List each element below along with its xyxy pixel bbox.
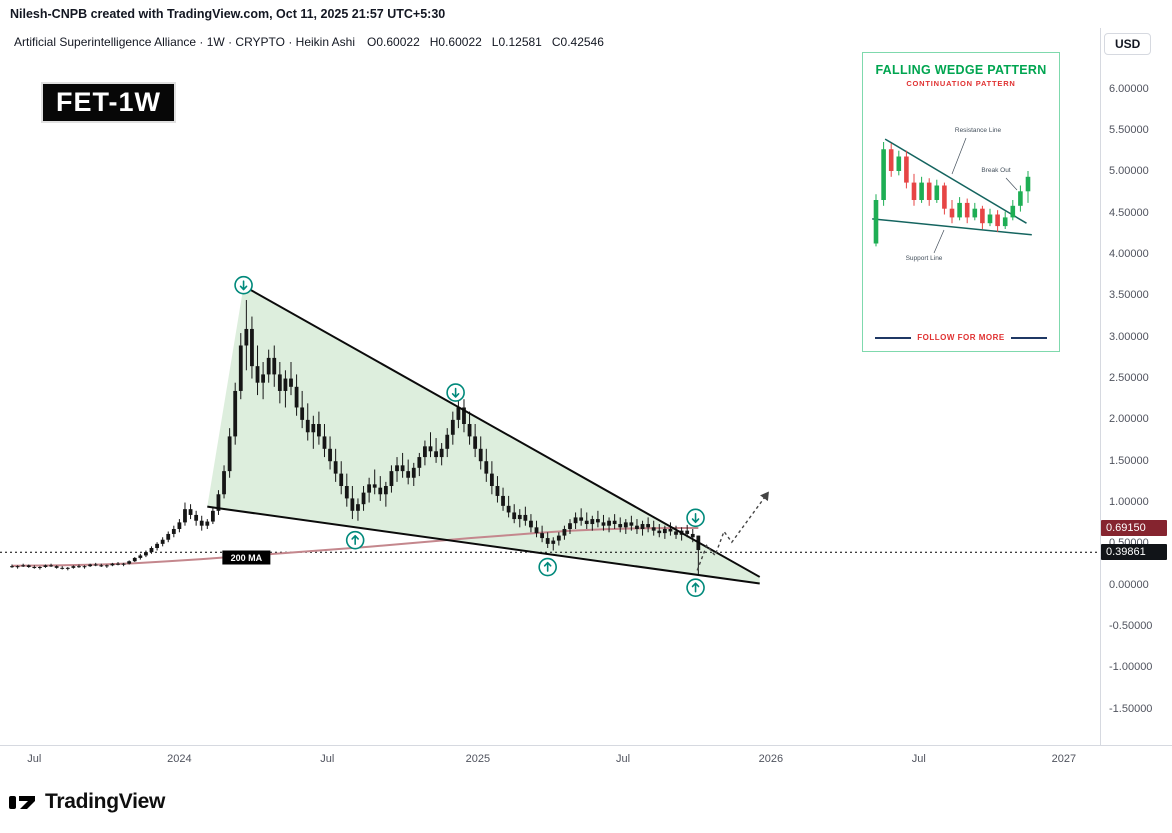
price-tick-label: 5.00000 bbox=[1109, 165, 1149, 178]
price-tick-label: 6.00000 bbox=[1109, 82, 1149, 95]
tradingview-logo-icon[interactable] bbox=[8, 787, 38, 817]
time-tick-label: 2027 bbox=[1051, 753, 1077, 765]
currency-label[interactable]: USD bbox=[1104, 33, 1152, 55]
wedge-fill bbox=[207, 285, 760, 584]
up-arrow-marker bbox=[345, 530, 365, 550]
ohlc-close: C0.42546 bbox=[551, 35, 604, 49]
symbol-info-bar: Artificial Superintelligence Alliance · … bbox=[14, 35, 604, 49]
price-tick-label: 5.50000 bbox=[1109, 124, 1149, 137]
ohlc-low: L0.12581 bbox=[491, 35, 542, 49]
tradingview-footer[interactable]: TradingView bbox=[8, 787, 165, 817]
price-axis[interactable]: 6.00000 5.50000 5.00000 4.50000 4.00000 3.500… bbox=[1100, 28, 1172, 745]
price-tick-label: 3.00000 bbox=[1109, 330, 1149, 343]
price-tick-label: 1.50000 bbox=[1109, 454, 1149, 467]
time-tick-label: Jul bbox=[320, 753, 335, 765]
inset-resistance-line bbox=[884, 138, 1027, 224]
tradingview-wordmark[interactable]: TradingView bbox=[45, 790, 166, 813]
attribution-text: Nilesh-CNPB created with TradingView.com… bbox=[10, 7, 446, 21]
price-tick-label: -1.00000 bbox=[1109, 661, 1153, 674]
inset-support-label: Support Line bbox=[906, 255, 943, 262]
inset-resistance-label: Resistance Line bbox=[955, 127, 1002, 134]
time-tick-label: 2026 bbox=[758, 753, 784, 765]
footer-divider-left bbox=[875, 336, 912, 339]
footer-text: FOLLOW FOR MORE bbox=[917, 333, 1005, 342]
plot-area bbox=[0, 285, 1100, 585]
price-tick-label: 4.50000 bbox=[1109, 206, 1149, 219]
ohlc-high: H0.60022 bbox=[429, 35, 482, 49]
price-tick-label: 0.00000 bbox=[1109, 578, 1149, 591]
wedge-resistance-line bbox=[243, 285, 761, 578]
price-tick-label: 3.50000 bbox=[1109, 289, 1149, 302]
down-arrow-marker bbox=[446, 383, 465, 402]
time-axis[interactable]: Jul 2024 Jul 2025 Jul 2026 Jul 2027 bbox=[0, 745, 1172, 775]
price-tick-label: 4.00000 bbox=[1109, 248, 1149, 261]
ma-value-badge: 0.69150 bbox=[1101, 520, 1167, 537]
price-tick-label: -1.50000 bbox=[1109, 702, 1153, 715]
up-arrow-marker bbox=[686, 578, 705, 597]
candles-layer bbox=[10, 300, 701, 575]
pattern-subtitle: CONTINUATION PATTERN bbox=[906, 79, 1016, 88]
down-arrow-marker bbox=[234, 275, 253, 295]
down-arrow-marker bbox=[686, 508, 705, 528]
price-tick-label: 1.00000 bbox=[1109, 496, 1149, 509]
price-tick-label: 2.50000 bbox=[1109, 372, 1149, 385]
pattern-footer: FOLLOW FOR MORE bbox=[863, 333, 1059, 342]
symbol-title[interactable]: Artificial Superintelligence Alliance · … bbox=[14, 35, 356, 49]
up-arrow-marker bbox=[538, 557, 557, 577]
ma-label-text: 200 MA bbox=[231, 553, 263, 563]
inset-breakout-label: Break Out bbox=[981, 167, 1010, 174]
inset-support-line bbox=[872, 218, 1032, 236]
time-tick-label: Jul bbox=[615, 753, 631, 765]
symbol-watermark: FET-1W bbox=[43, 84, 174, 121]
ma-label-box bbox=[222, 550, 271, 565]
price-tick-label: -0.50000 bbox=[1109, 620, 1153, 633]
price-tick-label: 2.00000 bbox=[1109, 413, 1149, 426]
ohlc-open: O0.60022 bbox=[367, 35, 420, 49]
time-tick-label: 2024 bbox=[167, 753, 192, 765]
pattern-card: FALLING WEDGE PATTERN CONTINUATION PATTE… bbox=[862, 52, 1060, 352]
ohlc-values: O0.60022 H0.60022 L0.12581 C0.42546 bbox=[367, 35, 604, 49]
time-tick-label: Jul bbox=[27, 753, 42, 765]
time-tick-label: 2025 bbox=[465, 753, 491, 765]
pattern-title: FALLING WEDGE PATTERN bbox=[875, 63, 1047, 77]
wedge-support-line bbox=[207, 505, 760, 585]
time-tick-label: Jul bbox=[911, 753, 926, 765]
footer-divider-right bbox=[1010, 336, 1047, 339]
falling-wedge-diagram: Resistance Line Break Out Support Line bbox=[872, 127, 1032, 262]
dotted-level-badge: 0.39861 bbox=[1101, 544, 1167, 561]
